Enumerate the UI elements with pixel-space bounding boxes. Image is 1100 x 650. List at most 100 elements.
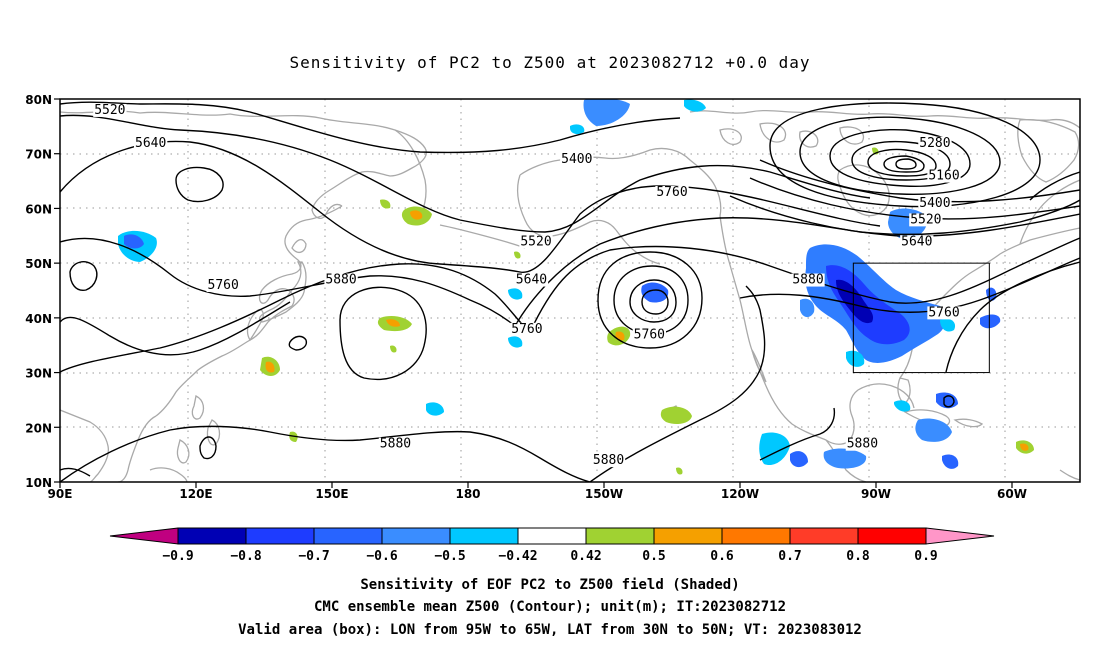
negative-shade [583,99,630,126]
longitude-label: 180 [455,487,480,501]
contour-label: 5880 [325,273,356,288]
colorbar-label: −0.42 [498,549,537,564]
negative-shade [508,336,523,348]
negative-shade [759,432,790,466]
colorbar-swatch [177,527,247,545]
colorbar-swatch [857,527,927,545]
positive-shade [660,406,692,424]
contour-label-background [510,322,544,336]
contour-label: 5640 [901,234,932,249]
longitude-label: 90W [861,487,891,501]
contour-label-background [206,279,240,293]
contour-label: 5760 [634,327,665,342]
positive-shade [615,331,625,341]
latitude-label: 80N [25,93,52,107]
negative-shade [124,234,144,249]
contour-label-background [514,273,549,287]
negative-shade [823,448,867,469]
contour-label-background [918,196,952,210]
colorbar-label: 0.7 [778,549,801,564]
contour-label: 5880 [847,437,878,452]
colorbar-swatch [585,527,655,545]
positive-shade [380,199,391,209]
colorbar-swatch [313,527,383,545]
colorbar: −0.9 −0.8 −0.7 −0.6 −0.5 −0.42 0.42 0.5 0.6 0.7 0.… [109,527,995,564]
colorbar-label: 0.5 [642,549,665,564]
colorbar-label: −0.8 [230,549,261,564]
contour-label-background [927,169,961,183]
contour-label-background [591,454,626,468]
positive-shade [265,361,275,373]
contour-label: 5760 [511,322,542,337]
colorbar-label: 0.8 [846,549,870,564]
contour-label: 5760 [928,305,959,320]
contour-label-background [927,306,961,320]
positive-shade [676,467,683,475]
contour-label-background [519,235,553,249]
contour-label: 5640 [516,273,547,288]
colorbar-swatch [653,527,723,545]
contour-label-background [93,103,127,117]
latitude-label: 50N [25,257,52,271]
contour-label: 5160 [928,169,959,184]
map-title: Sensitivity of PC2 to Z500 at 2023082712… [289,53,810,72]
negative-shade [940,318,956,332]
contour-label: 5400 [919,196,950,211]
map-area: 5520564054005280516054005520564057605520… [60,99,1080,482]
contour-label: 5760 [208,278,239,293]
colorbar-label: 0.42 [570,549,601,564]
negative-shade [942,454,959,469]
longitude-label: 150E [315,487,348,501]
colorbar-label: 0.6 [710,549,734,564]
contour-label-background [324,273,358,287]
contour-label: 5280 [919,136,950,151]
latitude-label: 40N [25,312,52,326]
colorbar-swatch [245,527,315,545]
latitude-label: 70N [25,148,52,162]
sensitivity-shading [118,99,1034,475]
contour-label: 5520 [910,212,941,227]
caption-line-1: Sensitivity of EOF PC2 to Z500 field (Sh… [360,577,739,593]
negative-shade [684,99,706,112]
colorbar-swatch [449,527,519,545]
negative-shade [790,451,808,468]
negative-shade [426,402,444,416]
map-frame [59,98,1081,483]
colorbar-label: −0.6 [366,549,397,564]
contour-label: 5640 [135,136,166,151]
negative-shade [570,124,585,135]
contour-label: 5760 [656,185,687,200]
contour-label-background [845,437,880,451]
latitude-label: 10N [25,476,52,490]
contour-label: 5880 [380,437,411,452]
contour-label-background [909,213,943,227]
contour-label: 5520 [94,103,125,118]
contour-label-background [134,136,168,150]
negative-shade [980,314,1001,329]
colorbar-swatch [517,527,587,545]
contour-label-background [900,235,934,249]
longitude-label: 150W [585,487,623,501]
negative-shade [800,298,815,318]
colorbar-label: −0.9 [162,549,193,564]
colorbar-swatch [721,527,791,545]
colorbar-swatch [789,527,859,545]
latitude-label: 30N [25,367,52,381]
contour-label-background [378,437,413,451]
longitude-label: 60W [997,487,1027,501]
longitude-labels: 90E 120E 150E 180 150W 120W 90W 60W [48,482,1027,501]
contour-label-background [632,328,666,342]
colorbar-label: 0.9 [914,549,937,564]
caption-line-3: Valid area (box): LON from 95W to 65W, L… [238,622,862,638]
colorbar-high-extension [925,527,995,545]
contour-label: 5880 [593,453,624,468]
latitude-label: 20N [25,421,52,435]
contour-label: 5400 [561,152,592,167]
caption-line-2: CMC ensemble mean Z500 (Contour); unit(m… [314,599,786,615]
positive-shade [514,251,521,259]
positive-shade [410,210,423,220]
contour-label: 5520 [520,234,551,249]
positive-shade [386,319,400,327]
positive-shade [390,345,397,353]
